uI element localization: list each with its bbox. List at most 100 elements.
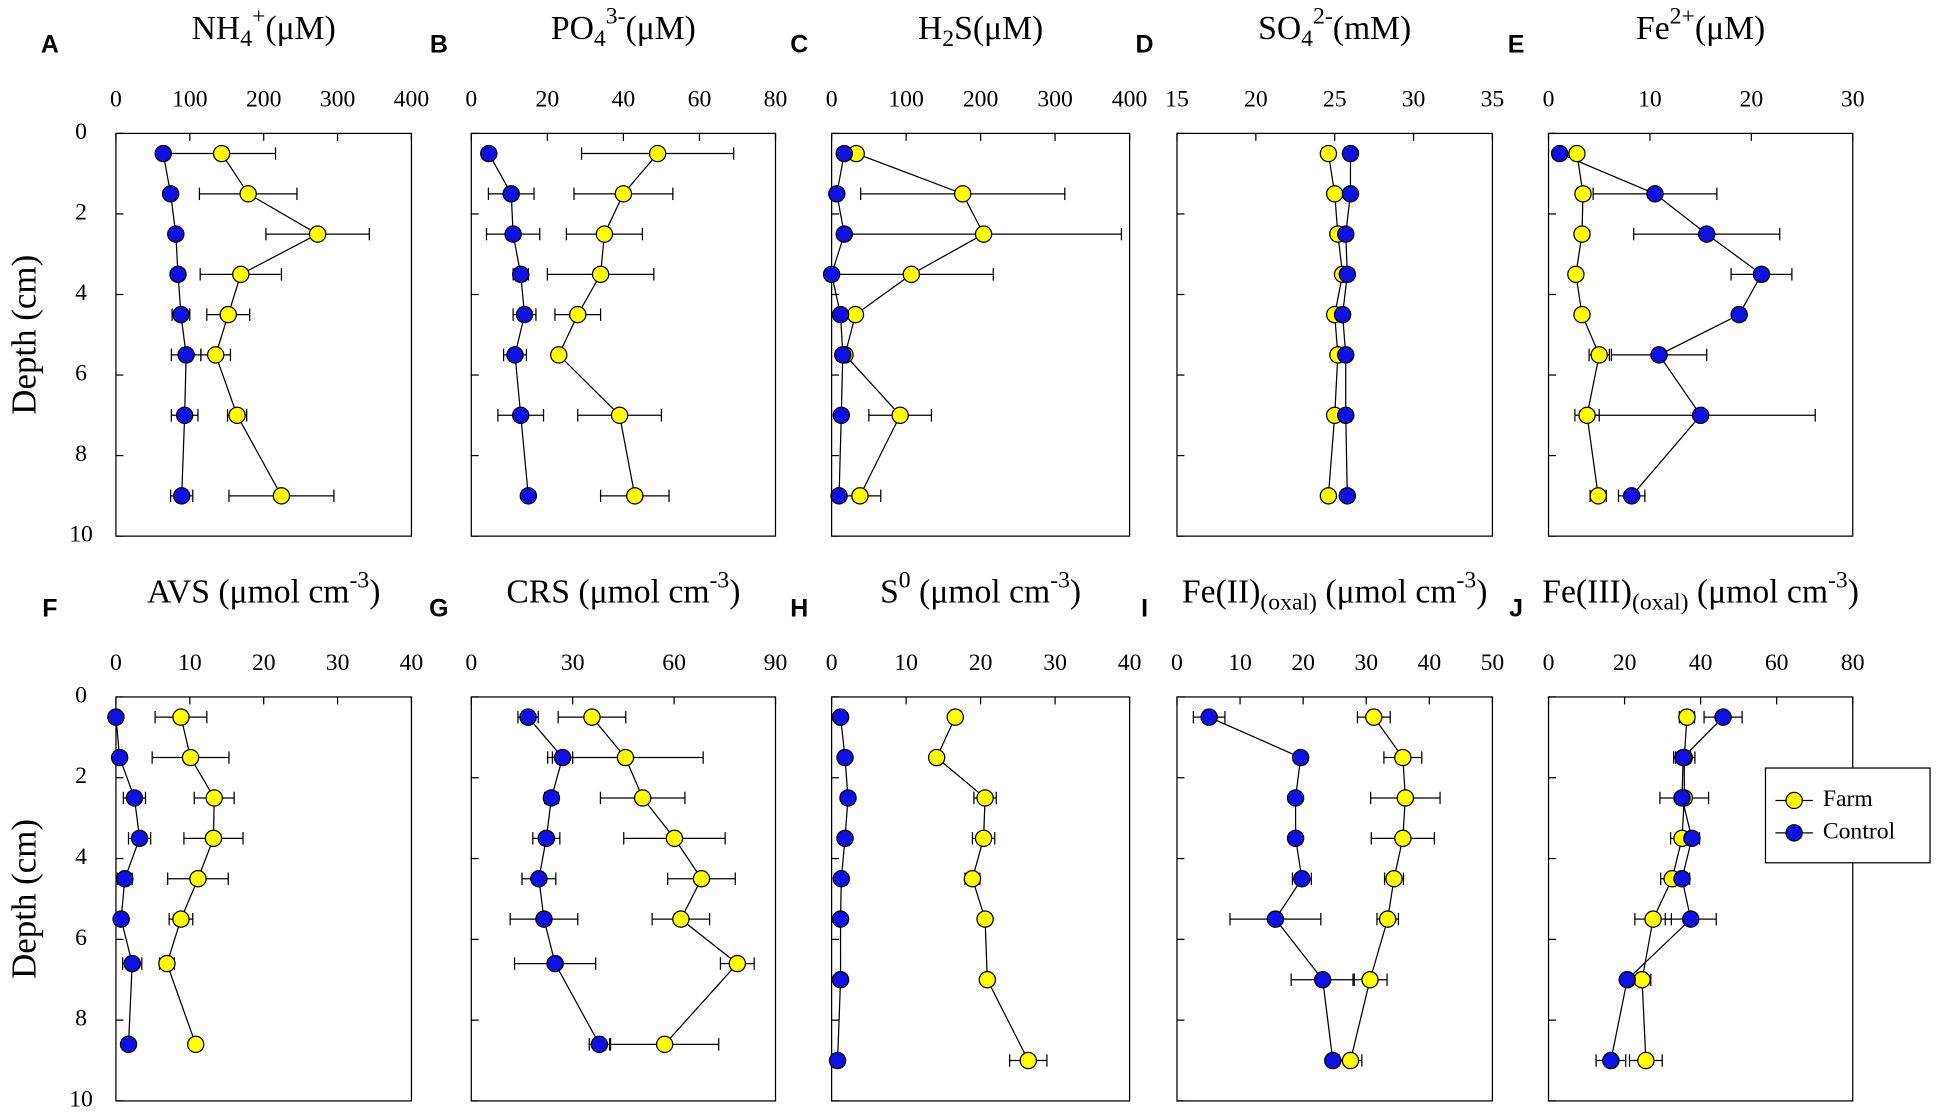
point [835, 144, 854, 163]
x-tick-label: 30 [1043, 650, 1067, 676]
point [1333, 305, 1352, 324]
x-tick-label: 10 [1228, 650, 1252, 676]
point [614, 185, 633, 203]
x-tick-label: 40 [400, 650, 424, 676]
x-tick-label: 40 [1417, 650, 1441, 676]
point [1697, 225, 1716, 243]
y-tick-label: 0 [75, 682, 87, 708]
point [1673, 789, 1691, 807]
point [204, 829, 223, 848]
plot-frame [470, 696, 777, 1102]
point [1378, 910, 1397, 928]
point [511, 265, 530, 284]
profile-line [591, 716, 739, 1045]
point [169, 265, 187, 284]
point [205, 789, 223, 807]
panel-label: D [1136, 31, 1154, 59]
point [172, 305, 190, 324]
x-tick-label: 100 [172, 86, 208, 112]
panel-title: Fe(II)(oxal) (μmol cm-3) [1182, 568, 1488, 616]
point [154, 144, 172, 163]
point [542, 789, 561, 807]
point [839, 789, 857, 807]
x-tick-label: 40 [612, 86, 636, 112]
point [1341, 1051, 1360, 1070]
point [1200, 708, 1218, 726]
point [537, 829, 556, 848]
point [530, 870, 548, 888]
point [1578, 406, 1596, 425]
point [546, 954, 564, 973]
y-tick-label: 6 [75, 360, 87, 386]
title-part: ) [1476, 573, 1487, 610]
point [728, 954, 747, 973]
legend-marker [1785, 824, 1803, 842]
point [846, 305, 865, 324]
point [831, 305, 850, 324]
profile-line [1208, 716, 1334, 1061]
point [590, 1035, 609, 1054]
point [832, 870, 851, 888]
x-tick-label: 90 [764, 650, 788, 676]
point [1324, 1051, 1342, 1070]
title-part: PO [551, 10, 594, 47]
point [1341, 144, 1360, 163]
title-part: 2+ [1670, 4, 1695, 30]
point [1319, 487, 1338, 505]
point [239, 185, 257, 203]
title-part: (μmol cm [1688, 573, 1828, 610]
title-part: Fe(II) [1182, 573, 1261, 610]
panel-title: Fe2+(μM) [1636, 4, 1765, 47]
title-part: 4 [1301, 27, 1313, 53]
point [130, 829, 149, 848]
point [1396, 789, 1415, 807]
legend-box [1764, 767, 1931, 864]
x-tick-label: 40 [1689, 650, 1713, 676]
title-part: 2- [1313, 4, 1333, 30]
point [112, 910, 130, 928]
point [595, 225, 614, 243]
point [828, 185, 846, 203]
point [831, 971, 850, 989]
point [519, 708, 537, 726]
point [212, 144, 231, 163]
point [1714, 708, 1732, 726]
x-tick-label: 0 [110, 650, 122, 676]
y-axis-label: Depth (cm) [4, 255, 43, 415]
profile-line [558, 153, 659, 496]
x-tick-label: 400 [1112, 86, 1148, 112]
profile-line [1575, 153, 1600, 496]
title-part: ) [1070, 573, 1081, 610]
point [535, 910, 553, 928]
panel-label: H [790, 594, 808, 622]
point [655, 1035, 674, 1054]
point [832, 406, 851, 425]
title-part: AVS (μmol cm [147, 573, 350, 610]
x-tick-label: 300 [320, 86, 356, 112]
point [228, 406, 246, 425]
point [836, 829, 854, 848]
title-part: 4 [594, 27, 606, 53]
profile-line [830, 153, 845, 496]
point [119, 1035, 138, 1054]
point [1678, 708, 1696, 726]
point [891, 406, 909, 425]
point [511, 406, 530, 425]
legend-label: Farm [1823, 786, 1874, 812]
point [946, 708, 965, 726]
point [506, 346, 524, 364]
title-part: Fe [1636, 10, 1670, 47]
point [480, 144, 498, 163]
panel-title: NH4+(μM) [192, 4, 336, 52]
point [665, 829, 684, 848]
point [963, 870, 982, 888]
y-tick-label: 4 [75, 844, 87, 870]
profile-line [488, 153, 529, 496]
title-part: -3 [1050, 568, 1070, 594]
point [616, 748, 635, 767]
title-part: H [918, 10, 942, 47]
y-tick-label: 2 [75, 199, 87, 225]
profile-line [215, 153, 319, 497]
point [177, 346, 195, 364]
point [1644, 910, 1662, 928]
